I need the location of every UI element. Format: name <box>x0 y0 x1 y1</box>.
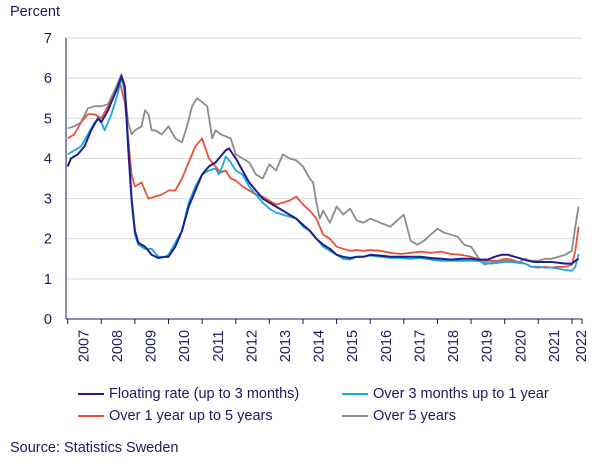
y-axis-label: Percent <box>10 4 60 20</box>
x-tick-label: 2014 <box>312 330 328 362</box>
legend-swatch <box>342 393 368 395</box>
source-note: Source: Statistics Sweden <box>10 440 179 456</box>
y-tick-label: 5 <box>44 111 52 127</box>
x-tick-label: 2016 <box>379 330 395 362</box>
x-tick-label: 2017 <box>412 330 428 362</box>
y-tick-label: 0 <box>44 312 52 328</box>
legend-item: Over 3 months up to 1 year <box>342 386 592 402</box>
legend-item: Over 5 years <box>342 408 592 424</box>
x-axis-ticks: 2007 2008 2009 2010 2011 2012 2013 2014 2015 2016… <box>76 330 589 362</box>
legend-label: Over 3 months up to 1 year <box>373 386 549 402</box>
series-line-3 <box>67 73 580 266</box>
legend-swatch <box>342 415 368 417</box>
legend-item: Floating rate (up to 3 months) <box>78 386 342 402</box>
x-tick-label: 2011 <box>211 330 227 361</box>
legend-swatch <box>78 393 104 395</box>
y-axis-ticks: 0 1 2 3 4 5 6 7 <box>44 31 52 328</box>
y-tick-label: 7 <box>44 31 52 47</box>
y-tick-label: 6 <box>44 71 52 87</box>
x-tick-label: 2007 <box>76 330 92 362</box>
x-tick-label: 2010 <box>177 330 193 362</box>
x-tick-label: 2020 <box>513 330 529 362</box>
legend-swatch <box>78 415 104 417</box>
legend-label: Floating rate (up to 3 months) <box>109 386 300 402</box>
x-tick-label: 2019 <box>480 330 496 362</box>
x-tick-label: 2013 <box>278 330 294 362</box>
x-tick-label: 2008 <box>110 330 126 362</box>
series-line-0 <box>66 75 580 265</box>
series-lines <box>66 73 580 272</box>
series-line-2 <box>67 81 580 269</box>
x-tick-label: 2009 <box>144 330 160 362</box>
legend-label: Over 5 years <box>373 408 456 424</box>
x-tick-label: 2021 <box>547 330 563 362</box>
legend-item: Over 1 year up to 5 years <box>78 408 342 424</box>
y-tick-label: 2 <box>44 232 52 248</box>
y-tick-label: 1 <box>44 272 52 288</box>
y-tick-label: 3 <box>44 192 52 208</box>
x-tick-label: 2022 <box>574 330 590 362</box>
series-line-1 <box>67 77 580 272</box>
x-tick-label: 2018 <box>446 330 462 362</box>
legend-label: Over 1 year up to 5 years <box>109 408 273 424</box>
x-tick-label: 2015 <box>345 330 361 362</box>
x-tick-label: 2012 <box>244 330 260 362</box>
legend: Floating rate (up to 3 months) Over 3 mon… <box>78 386 598 424</box>
y-tick-label: 4 <box>44 151 52 167</box>
gridlines <box>66 37 582 280</box>
axes <box>65 38 583 324</box>
